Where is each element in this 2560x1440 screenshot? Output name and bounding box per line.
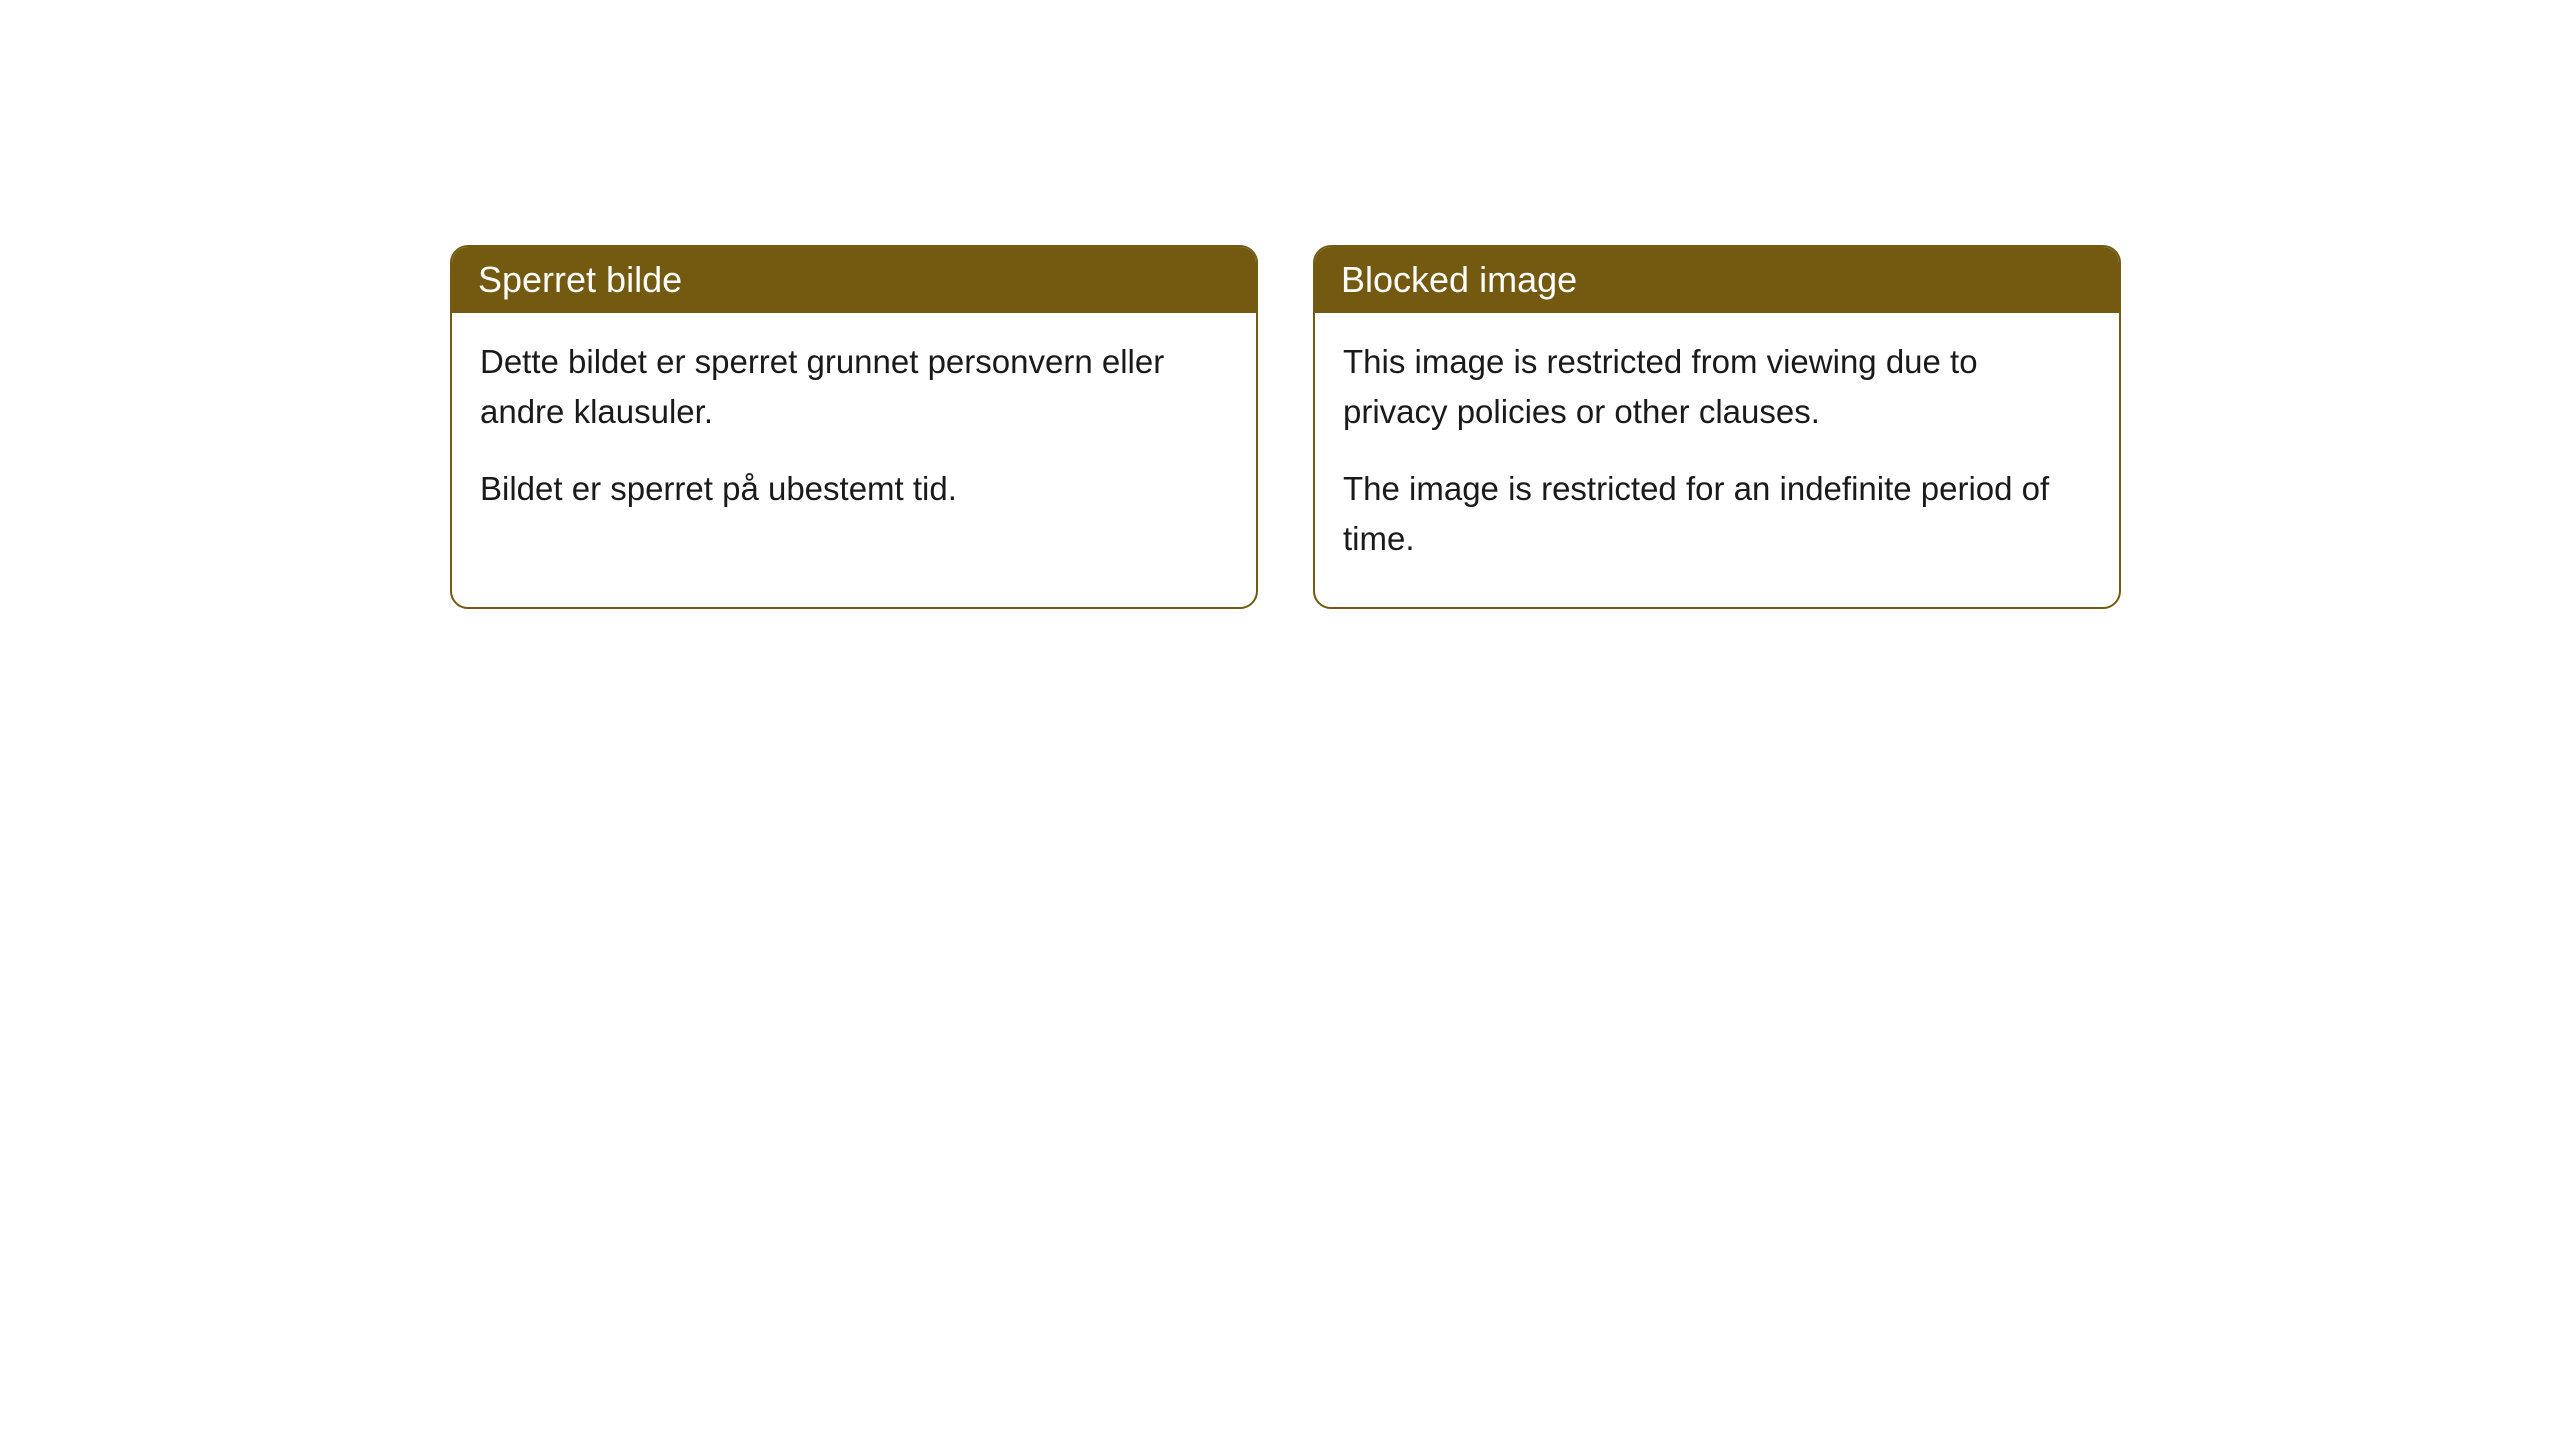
card-header-english: Blocked image <box>1315 247 2119 313</box>
card-title-english: Blocked image <box>1341 259 1577 300</box>
card-paragraph-norwegian-1: Dette bildet er sperret grunnet personve… <box>480 337 1228 436</box>
card-paragraph-english-1: This image is restricted from viewing du… <box>1343 337 2091 436</box>
card-title-norwegian: Sperret bilde <box>478 259 682 300</box>
card-body-english: This image is restricted from viewing du… <box>1315 313 2119 607</box>
card-body-norwegian: Dette bildet er sperret grunnet personve… <box>452 313 1256 558</box>
card-paragraph-norwegian-2: Bildet er sperret på ubestemt tid. <box>480 464 1228 514</box>
card-header-norwegian: Sperret bilde <box>452 247 1256 313</box>
card-paragraph-english-2: The image is restricted for an indefinit… <box>1343 464 2091 563</box>
notice-card-english: Blocked image This image is restricted f… <box>1313 245 2121 609</box>
notice-cards-container: Sperret bilde Dette bildet er sperret gr… <box>450 245 2121 609</box>
notice-card-norwegian: Sperret bilde Dette bildet er sperret gr… <box>450 245 1258 609</box>
